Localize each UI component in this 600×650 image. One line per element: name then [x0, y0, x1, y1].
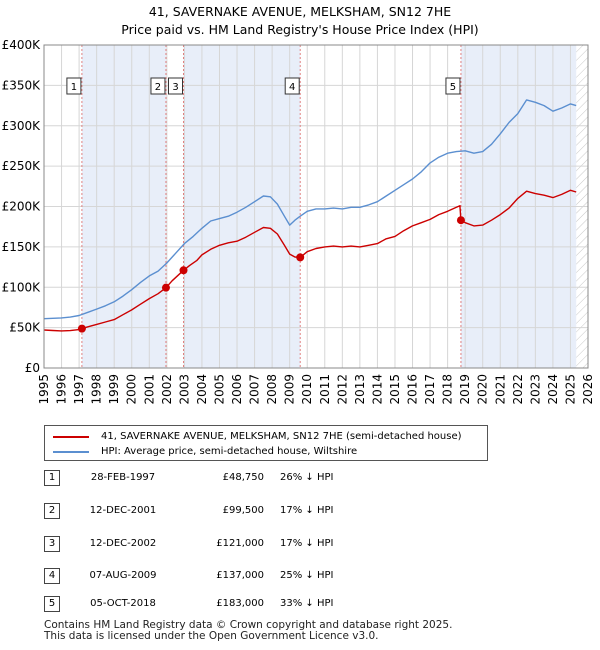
x-tick-label: 2010	[300, 374, 314, 405]
sale-date: 28-FEB-1997	[90, 472, 156, 483]
table-row: 1 28-FEB-1997 £48,750 26% ↓ HPI	[44, 470, 384, 486]
sale-date: 12-DEC-2002	[89, 538, 157, 549]
sale-marker-box	[168, 77, 184, 95]
x-tick-label: 2025	[563, 374, 577, 405]
x-tick-label: 1999	[107, 374, 121, 405]
x-tick-label: 2024	[546, 374, 560, 405]
sale-point	[456, 216, 465, 225]
sale-marker-box	[284, 77, 300, 95]
sale-marker-label: 4	[289, 82, 295, 93]
footer-licence: This data is licensed under the Open Gov…	[44, 630, 379, 642]
sale-point	[296, 253, 305, 262]
x-tick-label: 2021	[493, 374, 507, 405]
x-tick-label: 2018	[441, 374, 455, 405]
sale-point	[161, 283, 170, 292]
x-tick-label: 2012	[335, 374, 349, 405]
legend-item-price: 41, SAVERNAKE AVENUE, MELKSHAM, SN12 7HE…	[53, 430, 462, 444]
x-tick-label: 2022	[511, 374, 525, 405]
sale-marker-box	[150, 77, 166, 95]
x-tick-label: 2005	[212, 374, 226, 405]
footer-copyright: Contains HM Land Registry data © Crown c…	[44, 619, 453, 631]
legend-price-swatch	[53, 436, 89, 438]
x-tick-label: 1998	[90, 374, 104, 405]
chart-title: 41, SAVERNAKE AVENUE, MELKSHAM, SN12 7HE…	[0, 3, 600, 39]
y-tick-label: £400K	[2, 38, 42, 52]
x-tick-label: 2019	[458, 374, 472, 405]
sale-marker-label: 3	[172, 82, 178, 93]
legend-hpi-swatch	[53, 451, 89, 453]
title-line-2: Price paid vs. HM Land Registry's House …	[121, 22, 479, 37]
sale-marker-label: 1	[71, 82, 77, 93]
sale-number-badge: 3	[44, 536, 60, 552]
x-tick-label: 2016	[406, 374, 420, 405]
y-tick-label: £0	[25, 361, 40, 375]
x-tick-label: 2001	[142, 374, 156, 405]
x-tick-label: 2011	[318, 374, 332, 405]
x-tick-label: 2013	[353, 374, 367, 405]
x-tick-label: 2008	[265, 374, 279, 405]
y-tick-label: £250K	[2, 159, 42, 173]
x-tick-label: 2023	[528, 374, 542, 405]
hpi-line	[43, 99, 577, 320]
x-tick-label: 2026	[581, 374, 595, 405]
sale-number-badge: 1	[44, 470, 60, 486]
sale-date: 07-AUG-2009	[89, 570, 157, 581]
table-row: 5 05-OCT-2018 £183,000 33% ↓ HPI	[44, 596, 384, 612]
sale-price: £121,000	[216, 538, 264, 549]
x-tick-label: 2003	[177, 374, 191, 405]
table-row: 2 12-DEC-2001 £99,500 17% ↓ HPI	[44, 503, 384, 519]
y-tick-label: £350K	[2, 78, 42, 92]
sale-hpi-diff: 33% ↓ HPI	[280, 598, 334, 609]
legend-price-label: 41, SAVERNAKE AVENUE, MELKSHAM, SN12 7HE…	[101, 431, 462, 442]
x-tick-label: 1995	[37, 374, 51, 405]
sale-date: 05-OCT-2018	[90, 598, 156, 609]
sale-hpi-diff: 17% ↓ HPI	[280, 505, 334, 516]
x-tick-label: 2006	[230, 374, 244, 405]
x-tick-label: 2004	[195, 374, 209, 405]
sale-marker-box	[66, 77, 82, 95]
sale-price: £183,000	[216, 598, 264, 609]
y-tick-label: £200K	[2, 200, 42, 214]
legend-hpi-label: HPI: Average price, semi-detached house,…	[101, 446, 358, 457]
sale-point	[179, 266, 188, 275]
sale-marker-label: 2	[155, 82, 161, 93]
footer-notice: Contains HM Land Registry data © Crown c…	[44, 620, 452, 642]
x-tick-label: 2020	[476, 374, 490, 405]
x-tick-label: 2007	[248, 374, 262, 405]
legend: 41, SAVERNAKE AVENUE, MELKSHAM, SN12 7HE…	[44, 425, 488, 461]
x-tick-label: 2000	[125, 374, 139, 405]
sale-number-badge: 4	[44, 568, 60, 584]
x-tick-label: 2014	[370, 374, 384, 405]
title-line-1: 41, SAVERNAKE AVENUE, MELKSHAM, SN12 7HE	[148, 4, 452, 19]
y-tick-label: £150K	[2, 240, 42, 254]
sale-hpi-diff: 17% ↓ HPI	[280, 538, 334, 549]
sale-date: 12-DEC-2001	[89, 505, 157, 516]
sale-hpi-diff: 25% ↓ HPI	[280, 570, 334, 581]
sale-price: £48,750	[222, 472, 264, 483]
y-tick-label: £100K	[2, 280, 42, 294]
plot-border	[43, 44, 589, 369]
y-tick-label: £300K	[2, 119, 42, 133]
x-tick-label: 2002	[160, 374, 174, 405]
sale-number-badge: 5	[44, 596, 60, 612]
legend-item-hpi: HPI: Average price, semi-detached house,…	[53, 445, 357, 459]
y-tick-label: £50K	[9, 321, 41, 335]
sale-point	[77, 324, 86, 333]
sale-hpi-diff: 26% ↓ HPI	[280, 472, 334, 483]
sale-price: £99,500	[222, 505, 264, 516]
x-tick-label: 2015	[388, 374, 402, 405]
table-row: 3 12-DEC-2002 £121,000 17% ↓ HPI	[44, 536, 384, 552]
x-tick-label: 1996	[55, 374, 69, 405]
x-tick-label: 2017	[423, 374, 437, 405]
sale-number-badge: 2	[44, 503, 60, 519]
table-row: 4 07-AUG-2009 £137,000 25% ↓ HPI	[44, 568, 384, 584]
sale-marker-box	[445, 77, 461, 95]
x-tick-label: 1997	[72, 374, 86, 405]
price-paid-line	[43, 189, 577, 332]
x-tick-label: 2009	[283, 374, 297, 405]
sale-marker-label: 5	[450, 82, 456, 93]
sale-price: £137,000	[216, 570, 264, 581]
